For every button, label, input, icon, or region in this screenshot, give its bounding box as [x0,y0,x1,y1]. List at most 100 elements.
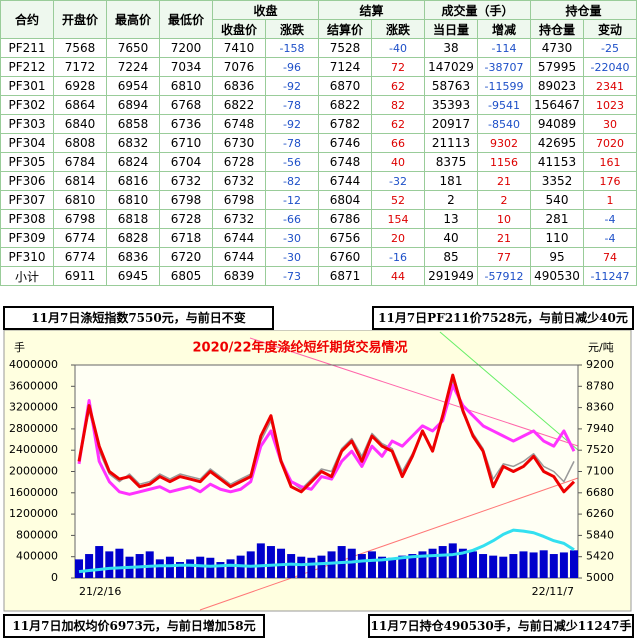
column-header: 变动 [583,19,637,39]
cell: 62 [371,76,425,96]
bar [499,556,508,578]
banner: 11月7日持仓490530手，与前日减少11247手 [368,614,634,638]
bar [398,555,407,578]
trend-line [249,337,579,447]
cell: -30 [265,228,319,248]
cell: 62 [371,114,425,134]
data-row: PF301 6928 6954 6810 6836 -92 6870 62 58763 -1159… [0,76,637,96]
cell: -38707 [477,57,531,77]
y2-tick-label: 8360 [586,401,614,414]
cell: 6730 [212,133,266,153]
data-row: PF306 6814 6816 6732 6732 -82 6744 -32 181 21 3352… [0,171,637,191]
cell: -78 [265,133,319,153]
cell: -92 [265,114,319,134]
bar [367,551,376,578]
cell: -96 [265,57,319,77]
cell: -32 [371,171,425,191]
cell: 6782 [318,114,372,134]
cell: 6748 [212,114,266,134]
cell: 6824 [106,152,160,172]
cell: 10 [477,209,531,229]
cell: 6732 [212,171,266,191]
bar [378,556,387,578]
group-header: 成交量（手） [424,0,531,20]
header-row: 合约 开盘价 最高价 最低价 收盘 结算 成交量（手） 持仓量 [0,0,637,39]
cell: 6728 [212,152,266,172]
cell: 20917 [424,114,478,134]
banner: 11月7日涤短指数7550元，与前日不变 [3,306,274,330]
bar [287,554,296,578]
bar [458,548,467,578]
cell: -92 [265,76,319,96]
bar [155,559,164,578]
cell: 7224 [106,57,160,77]
y2-tick-label: 9200 [586,358,614,371]
data-row: PF310 6774 6836 6720 6744 -30 6760 -16 85 77 95 74 [0,247,637,267]
y-tick-label: 0 [51,571,58,584]
cell: 7200 [159,38,213,58]
group-header: 结算 [318,0,425,20]
cell: 6840 [53,114,107,134]
y2-tick-label: 6680 [586,486,614,499]
data-row: PF303 6840 6858 6736 6748 -92 6782 62 20917 -8540… [0,114,637,134]
bar [226,559,235,578]
cell: -66 [265,209,319,229]
banner: 11月7日加权均价6973元，与前日增加58元 [3,614,265,638]
cell: 6836 [106,247,160,267]
cell: PF212 [0,57,54,77]
cell: 42695 [530,133,584,153]
bar [317,555,326,578]
cell: 6760 [318,247,372,267]
cell: 7020 [583,133,637,153]
cell: 6720 [159,247,213,267]
cell: 35393 [424,95,478,115]
cell: -4 [583,209,637,229]
data-row: 小计 6911 6945 6805 6839 -73 6871 44 291949 -57912 4… [0,266,637,286]
column-header: 开盘价 [53,0,107,39]
bar [307,557,316,578]
cell: 13 [424,209,478,229]
y-tick-label: 1200000 [9,507,58,520]
cell: 6816 [106,171,160,191]
bar [559,552,568,578]
y2-tick-label: 5000 [586,571,614,584]
cell: 6805 [159,266,213,286]
y2-tick-label: 5840 [586,528,614,541]
cell: 6864 [53,95,107,115]
data-row: PF308 6798 6818 6728 6732 -66 6786 154 13 10 281 -4 [0,209,637,229]
cell: 7172 [53,57,107,77]
cell: -11247 [583,266,637,286]
bar [266,546,275,578]
cell: 30 [583,114,637,134]
cell: 7076 [212,57,266,77]
cell: 74 [583,247,637,267]
cell: 21 [477,171,531,191]
cell: 66 [371,133,425,153]
y2-tick-label: 6260 [586,507,614,520]
bar [196,556,205,578]
cell: 6858 [106,114,160,134]
y2-tick-label: 7940 [586,422,614,435]
cell: 94089 [530,114,584,134]
cell: 490530 [530,266,584,286]
cell: 110 [530,228,584,248]
bar [115,548,124,578]
bar [165,556,174,578]
cell: 6810 [53,190,107,210]
cell: 6836 [212,76,266,96]
cell: PF307 [0,190,54,210]
cell: 72 [371,57,425,77]
cell: -57912 [477,266,531,286]
cell: 6704 [159,152,213,172]
cell: -56 [265,152,319,172]
cell: 52 [371,190,425,210]
column-header: 最高价 [106,0,160,39]
cell: 6768 [159,95,213,115]
bar [75,559,83,578]
cell: PF309 [0,228,54,248]
cell: 6710 [159,133,213,153]
bar [85,554,94,578]
cell: 147029 [424,57,478,77]
bar [216,562,225,578]
bar [206,557,215,578]
